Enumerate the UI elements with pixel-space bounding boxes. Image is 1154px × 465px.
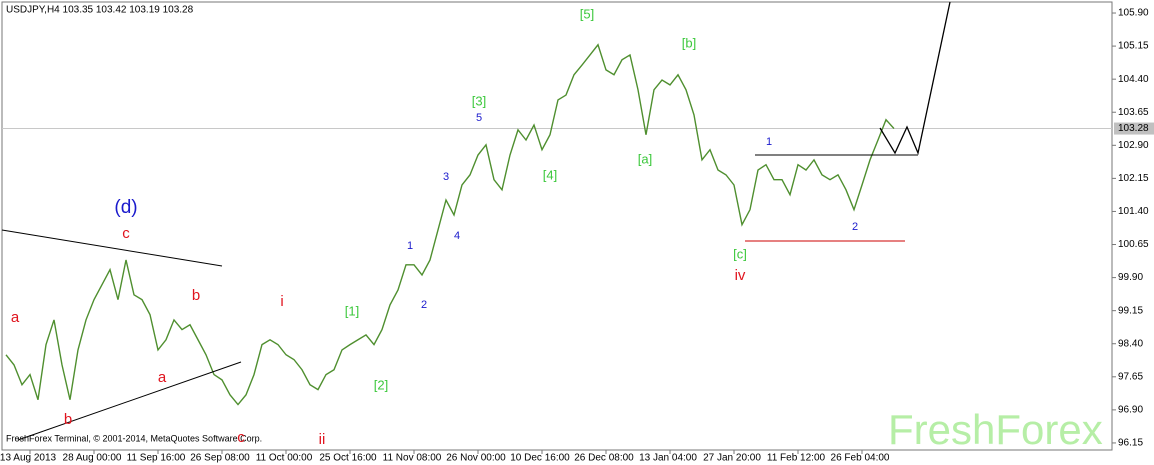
wave-label: 3 [443, 171, 449, 183]
wave-label: [3] [472, 93, 486, 108]
wave-label: c [122, 225, 130, 242]
x-tick-label: 11 Oct 00:00 [256, 453, 313, 464]
y-tick-label: 102.15 [1118, 173, 1149, 184]
x-tick-label: 11 Nov 08:00 [383, 453, 442, 464]
wave-label: [c] [733, 246, 747, 261]
x-tick-label: 11 Feb 12:00 [767, 453, 826, 464]
y-tick-label: 105.90 [1118, 8, 1149, 19]
wave-label: [b] [682, 35, 696, 50]
x-tick-label: 13 Aug 2013 [0, 453, 57, 464]
x-tick-label: 26 Sep 08:00 [190, 453, 250, 464]
x-tick-label: 27 Jan 20:00 [703, 453, 761, 464]
y-tick-label: 98.40 [1118, 338, 1143, 349]
y-tick-label: 105.15 [1118, 41, 1149, 52]
wave-label: 4 [454, 230, 460, 242]
watermark: FreshForex [888, 406, 1103, 453]
wave-label: a [11, 309, 20, 326]
y-tick-label: 104.40 [1118, 74, 1149, 85]
last-price-box [1114, 122, 1154, 135]
y-tick-label: 103.65 [1118, 107, 1149, 118]
x-tick-label: 26 Nov 00:00 [446, 453, 506, 464]
y-tick-label: 96.90 [1118, 405, 1143, 416]
x-tick-label: 28 Aug 00:00 [63, 453, 122, 464]
chart-title: USDJPY,H4 103.35 103.42 103.19 103.28 [6, 5, 194, 16]
last-price-label: 103.28 [1118, 123, 1149, 134]
x-tick-label: 26 Feb 04:00 [831, 453, 890, 464]
wave-label: b [192, 287, 200, 304]
price-line [5, 43, 895, 406]
y-tick-label: 99.15 [1118, 305, 1143, 316]
wave-label: (d) [114, 197, 137, 218]
wave-label: c [237, 429, 245, 446]
wave-label: [4] [543, 167, 557, 182]
y-tick-label: 101.40 [1118, 206, 1149, 217]
wave-label: b [64, 411, 72, 428]
y-tick-label: 96.15 [1118, 438, 1143, 449]
wave-label: i [280, 293, 283, 310]
x-tick-label: 11 Sep 16:00 [127, 453, 186, 464]
y-tick-label: 102.90 [1118, 140, 1149, 151]
wave-label: 1 [407, 240, 413, 252]
wave-label: 5 [476, 112, 482, 124]
x-tick-label: 13 Jan 04:00 [639, 453, 697, 464]
wave-label: iv [735, 267, 746, 284]
wave-label: 2 [421, 299, 427, 311]
wave-drawings [1, 1, 951, 441]
y-tick-label: 97.65 [1118, 371, 1143, 382]
x-tick-label: 10 Dec 16:00 [510, 453, 570, 464]
wave-label: [a] [638, 151, 652, 166]
x-tick-label: 25 Oct 16:00 [319, 453, 377, 464]
wave-label: [1] [345, 303, 359, 318]
forecast-path [879, 1, 951, 156]
wave-label: 2 [852, 221, 858, 233]
plot-frame [1, 1, 1113, 451]
trend-line [17, 361, 242, 441]
copyright: FreshForex Terminal, © 2001-2014, MetaQu… [6, 433, 262, 443]
x-tick-label: 26 Dec 08:00 [574, 453, 634, 464]
wave-label: 1 [766, 136, 772, 148]
wave-label: [5] [580, 6, 594, 21]
wave-label: a [158, 369, 167, 386]
trend-line [1, 229, 223, 267]
y-tick-label: 99.90 [1118, 272, 1143, 283]
wave-label: ii [319, 431, 326, 448]
y-tick-label: 100.65 [1118, 239, 1149, 250]
wave-label: [2] [374, 377, 388, 392]
